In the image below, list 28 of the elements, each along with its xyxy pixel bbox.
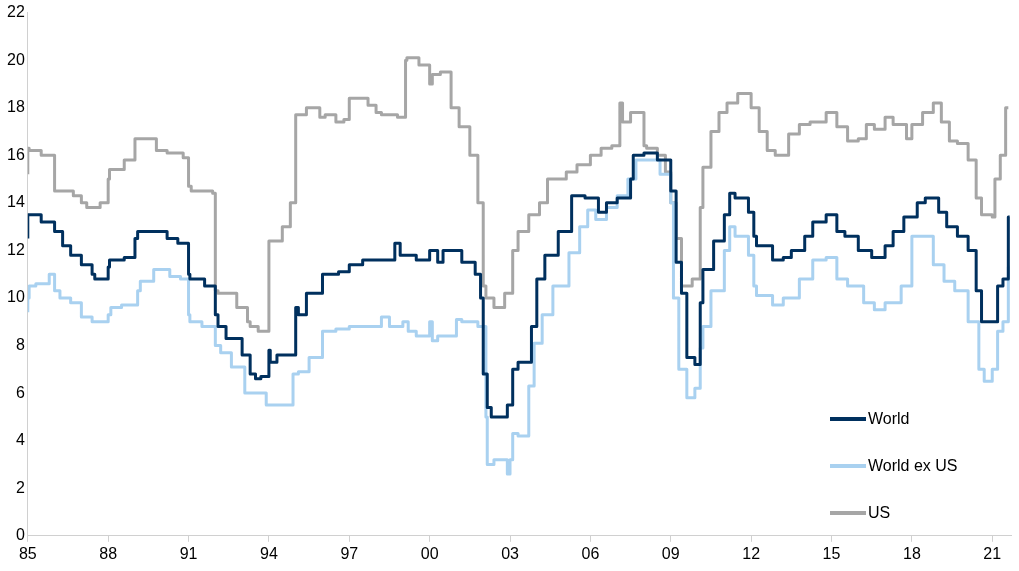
y-tick-label: 22 bbox=[7, 3, 25, 21]
legend-label: US bbox=[868, 503, 891, 522]
y-tick-label: 12 bbox=[7, 240, 25, 258]
y-tick-label: 18 bbox=[7, 98, 25, 116]
x-tick-label: 91 bbox=[179, 544, 198, 562]
x-tick-label: 88 bbox=[99, 544, 118, 562]
y-tick-label: 16 bbox=[7, 145, 25, 163]
x-tick-label: 06 bbox=[581, 544, 600, 562]
x-tick-label: 85 bbox=[18, 544, 37, 562]
x-tick-label: 03 bbox=[501, 544, 520, 562]
legend-label: World ex US bbox=[868, 456, 958, 475]
y-tick-label: 2 bbox=[15, 478, 25, 496]
y-tick-label: 6 bbox=[15, 383, 25, 401]
x-tick-label: 21 bbox=[983, 544, 1002, 562]
x-tick-label: 15 bbox=[822, 544, 841, 562]
x-tick-label: 12 bbox=[742, 544, 761, 562]
legend-label: World bbox=[868, 409, 910, 428]
y-tick-label: 10 bbox=[7, 288, 25, 306]
x-tick-label: 09 bbox=[661, 544, 680, 562]
y-tick-label: 20 bbox=[7, 50, 25, 68]
x-tick-label: 18 bbox=[902, 544, 921, 562]
x-tick-label: 94 bbox=[260, 544, 278, 562]
y-tick-label: 0 bbox=[15, 526, 25, 544]
y-tick-label: 4 bbox=[15, 431, 25, 449]
y-tick-label: 14 bbox=[7, 193, 25, 211]
y-tick-label: 8 bbox=[15, 335, 25, 353]
x-tick-label: 00 bbox=[420, 544, 439, 562]
x-tick-label: 97 bbox=[340, 544, 359, 562]
